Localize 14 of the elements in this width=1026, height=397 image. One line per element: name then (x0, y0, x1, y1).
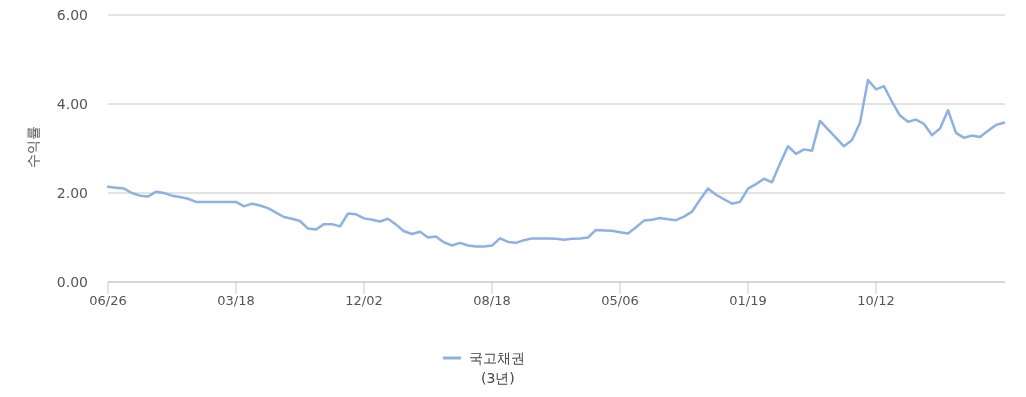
x-tick-label: 01/19 (729, 293, 767, 308)
y-tick-label: 6.00 (56, 7, 88, 23)
y-tick-label: 0.00 (56, 274, 88, 290)
x-tick-label: 12/02 (345, 293, 383, 308)
legend-label: 국고채권 (3년) (469, 350, 525, 386)
x-tick-label: 06/26 (89, 293, 127, 308)
x-tick-label: 10/12 (857, 293, 895, 308)
x-tick-label: 03/18 (217, 293, 255, 308)
line-series (106, 78, 1006, 248)
y-tick-label: 4.00 (56, 96, 88, 112)
y-axis-title: 수익률 (25, 125, 41, 168)
x-tick-label: 05/06 (601, 293, 639, 308)
y-tick-label: 2.00 (56, 185, 88, 201)
x-tick-label: 08/18 (473, 293, 511, 308)
